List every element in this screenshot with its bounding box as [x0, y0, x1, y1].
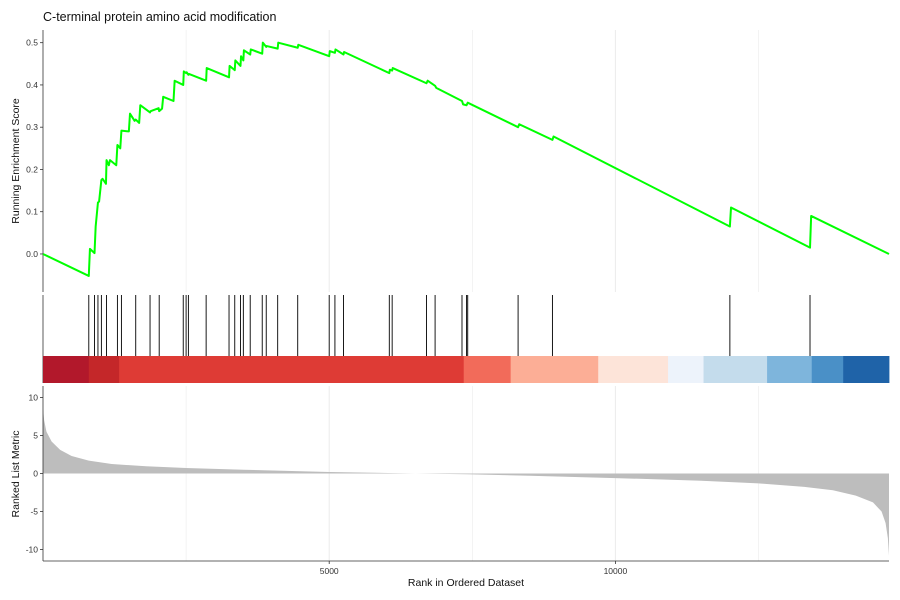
running-score-y-label: Running Enrichment Score	[10, 98, 22, 224]
colorbar-segment	[668, 356, 704, 383]
ranked-metric-tick-label: 5	[33, 430, 38, 440]
colorbar-segment	[703, 356, 768, 383]
x-tick-label: 5000	[320, 566, 339, 576]
running-score-tick-label: 0.1	[26, 207, 38, 217]
ranked-metric-tick-label: 10	[29, 392, 39, 402]
chart-title: C-terminal protein amino acid modificati…	[43, 10, 276, 24]
running-score-tick-label: 0.5	[26, 38, 38, 48]
ranked-metric-tick-label: -10	[26, 545, 39, 555]
running-score-panel: 0.0 0.1 0.2 0.3 0.4 0.5 Running Enrichment Sc…	[10, 30, 890, 292]
colorbar-segment	[88, 356, 120, 383]
colorbar-segment	[811, 356, 844, 383]
running-score-y-ticks: 0.0 0.1 0.2 0.3 0.4 0.5	[26, 38, 43, 259]
ranked-metric-y-ticks: 10 5 0 -5 -10	[26, 392, 43, 555]
gene-hit-lines	[88, 295, 811, 356]
ranked-metric-tick-label: 0	[33, 469, 38, 479]
rank-colorbar	[43, 356, 890, 383]
colorbar-segment	[767, 356, 813, 383]
running-score-tick-label: 0.3	[26, 122, 38, 132]
ranked-metric-y-label: Ranked List Metric	[10, 431, 22, 518]
x-axis-ticks: 5000 10000	[320, 561, 628, 576]
x-axis-label: Rank in Ordered Dataset	[408, 577, 524, 589]
running-score-grid	[185, 30, 759, 292]
x-tick-label: 10000	[604, 566, 628, 576]
ranked-metric-panel: 10 5 0 -5 -10 5000 10000 Ranked List Metric R…	[10, 386, 889, 589]
colorbar-segment	[510, 356, 599, 383]
running-score-tick-label: 0.4	[26, 80, 38, 90]
gene-hits-panel	[42, 295, 811, 383]
running-score-tick-label: 0.2	[26, 164, 38, 174]
colorbar-segment	[598, 356, 669, 383]
colorbar-segment	[463, 356, 512, 383]
ranked-metric-area	[43, 408, 889, 556]
running-score-line	[42, 41, 890, 277]
colorbar-segment	[119, 356, 465, 383]
colorbar-segment	[43, 356, 90, 383]
ranked-metric-tick-label: -5	[30, 507, 38, 517]
running-score-tick-label: 0.0	[26, 249, 38, 259]
colorbar-segment	[843, 356, 890, 383]
